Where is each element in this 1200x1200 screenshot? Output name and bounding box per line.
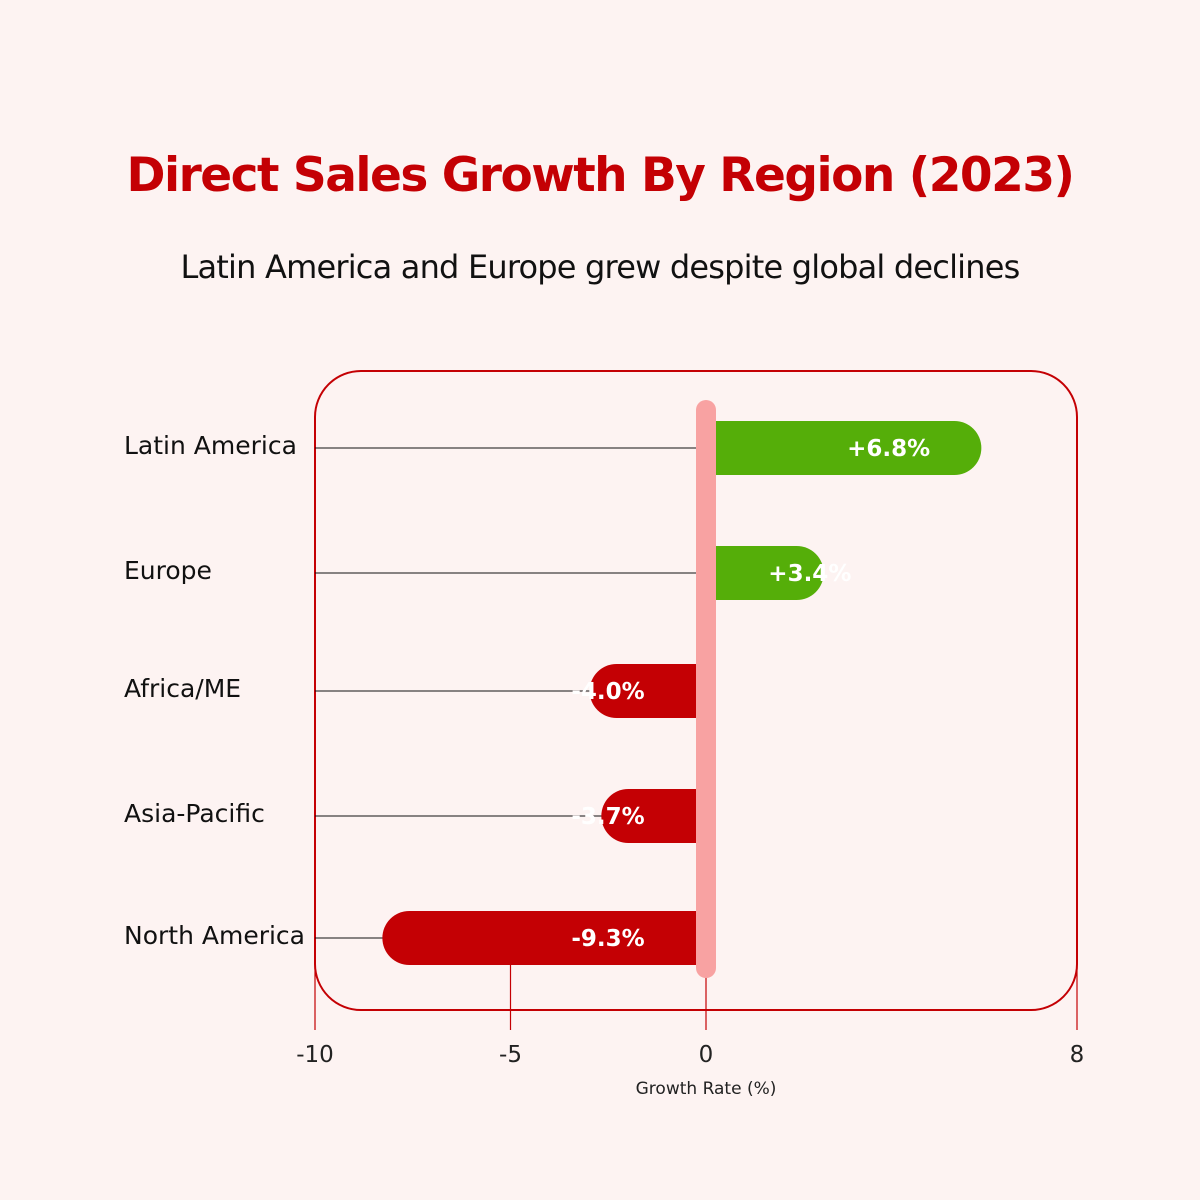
chart-title: Direct Sales Growth By Region (2023) — [126, 148, 1075, 203]
bars — [382, 421, 982, 965]
bar-label-latin-america: +6.8% — [847, 436, 930, 462]
category-leader-lines — [315, 447, 716, 939]
category-label-latin-america: Latin America — [124, 431, 297, 460]
zero-line — [696, 400, 716, 978]
x-axis-ticks — [314, 958, 1078, 1030]
category-label-africa-me: Africa/ME — [124, 674, 241, 703]
bar-europe — [706, 546, 824, 600]
category-label-north-america: North America — [124, 921, 305, 950]
bar-label-africa-me: -4.0% — [571, 679, 644, 705]
bar-latin-america — [706, 421, 982, 475]
bar-label-europe: +3.4% — [768, 561, 851, 587]
x-tick-label: -5 — [499, 1042, 522, 1068]
x-tick-labels: -10 -5 0 8 — [296, 1042, 1084, 1068]
bar-africa-me — [589, 664, 706, 718]
bar-asia-pacific — [601, 789, 706, 843]
bar-label-north-america: -9.3% — [571, 926, 644, 952]
chart-subtitle: Latin America and Europe grew despite gl… — [180, 248, 1020, 286]
category-labels: Latin America Europe Africa/ME Asia-Pacific… — [124, 431, 305, 950]
bar-north-america — [382, 911, 706, 965]
x-tick-label: 8 — [1070, 1042, 1085, 1068]
category-label-europe: Europe — [124, 556, 212, 585]
category-label-asia-pacific: Asia-Pacific — [124, 799, 265, 828]
x-tick-label: 0 — [699, 1042, 714, 1068]
bar-data-labels: +6.8% +3.4% -4.0% -3.7% -9.3% — [571, 436, 930, 952]
x-tick-label: -10 — [296, 1042, 334, 1068]
bar-label-asia-pacific: -3.7% — [571, 804, 644, 830]
x-axis-label: Growth Rate (%) — [636, 1079, 777, 1099]
